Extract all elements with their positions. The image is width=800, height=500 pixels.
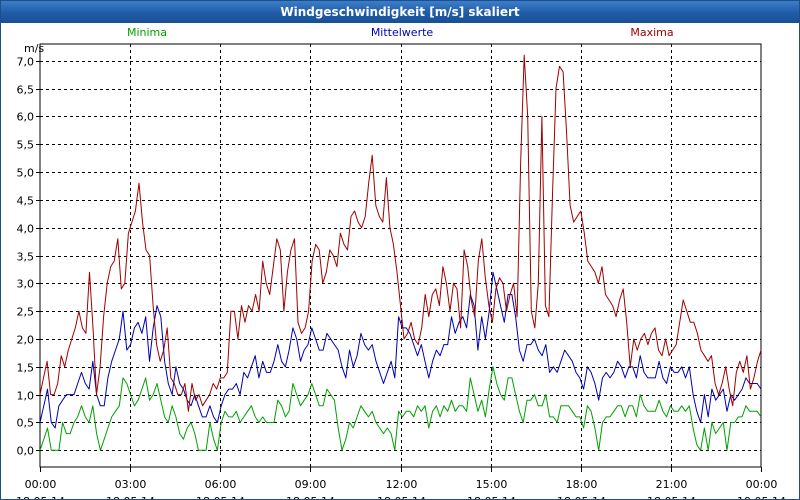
x-tick-date: 18.05.14: [106, 495, 155, 499]
y-tick-label: 3,5: [17, 251, 35, 264]
y-tick-label: 0,5: [17, 417, 35, 430]
plot-frame: [39, 43, 762, 468]
x-tick-date: 19.05.14: [737, 495, 786, 499]
y-tick-label: 0,0: [17, 445, 35, 458]
y-tick-label: 7,0: [17, 56, 35, 69]
legend-minima: Minima: [127, 26, 167, 39]
x-tick-time: 15:00: [476, 478, 508, 491]
x-tick-time: 00:00: [746, 478, 778, 491]
wind-speed-chart: 0,0 0,5 1,0 1,5 2,0 2,5 3,0 3,5 4,0 4,5 5,0 5,5 6,0 6…: [16, 26, 786, 499]
x-tick-date: 18.05.14: [647, 495, 696, 499]
chart-series: [39, 54, 762, 451]
x-tick-date: 18.05.14: [16, 495, 65, 499]
x-tick-time: 00:00: [25, 478, 57, 491]
x-tick-time: 09:00: [295, 478, 327, 491]
y-tick-label: 6,5: [17, 84, 35, 97]
x-tick-time: 18:00: [566, 478, 598, 491]
y-tick-label: 2,0: [17, 334, 35, 347]
y-tick-label: 4,5: [17, 195, 35, 208]
x-tick-time: 21:00: [656, 478, 688, 491]
y-axis: 0,0 0,5 1,0 1,5 2,0 2,5 3,0 3,5 4,0 4,5 5,0 5,5 6,0 6…: [17, 56, 40, 458]
x-tick-date: 18.05.14: [467, 495, 516, 499]
y-tick-label: 2,5: [17, 306, 35, 319]
y-tick-label: 5,0: [17, 167, 35, 180]
x-tick-date: 18.05.14: [557, 495, 606, 499]
x-tick-time: 03:00: [115, 478, 147, 491]
y-axis-label: m/s: [24, 42, 44, 55]
legend-maxima: Maxima: [630, 26, 673, 39]
series-line-mittelwerte: [39, 271, 762, 429]
x-tick-date: 18.05.14: [196, 495, 245, 499]
legend-mittelwerte: Mittelwerte: [371, 26, 434, 39]
series-line-minima: [39, 366, 762, 451]
x-tick-date: 18.05.14: [377, 495, 426, 499]
x-tick-time: 12:00: [386, 478, 418, 491]
series-line-maxima: [39, 54, 762, 412]
chart-grid: [39, 43, 762, 468]
y-tick-label: 4,0: [17, 223, 35, 236]
y-tick-label: 1,0: [17, 390, 35, 403]
x-tick-date: 18.05.14: [286, 495, 335, 499]
y-tick-label: 5,5: [17, 139, 35, 152]
window-title: Windgeschwindigkeit [m/s] skaliert: [1, 1, 799, 23]
y-tick-label: 3,0: [17, 278, 35, 291]
x-axis: 00:00 18.05.14 03:00 18.05.14 06:00 18.05.14 0…: [16, 467, 786, 499]
y-tick-label: 1,5: [17, 362, 35, 375]
y-tick-label: 6,0: [17, 111, 35, 124]
x-tick-time: 06:00: [205, 478, 237, 491]
